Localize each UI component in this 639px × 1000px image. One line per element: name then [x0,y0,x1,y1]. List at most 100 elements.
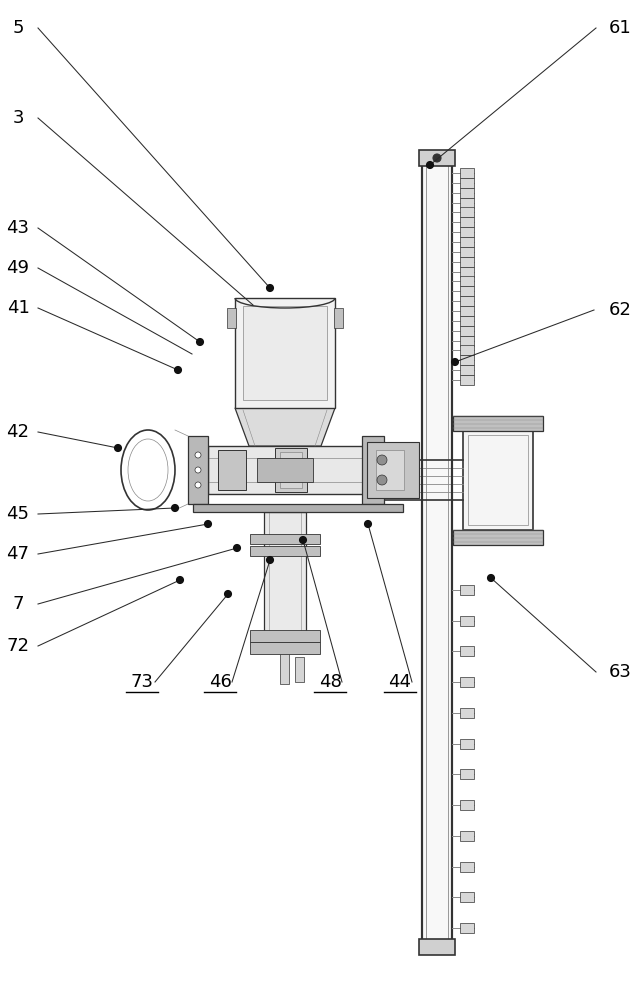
Text: 5: 5 [12,19,24,37]
Bar [460,247,474,257]
Bar [250,546,320,556]
Circle shape [300,536,307,544]
Bar [367,442,419,498]
Bar [419,150,455,166]
Circle shape [204,520,212,528]
Bar [460,355,474,365]
Circle shape [377,475,387,485]
Bar [208,446,363,494]
Circle shape [233,544,240,552]
Bar [218,450,246,490]
Text: 42: 42 [6,423,29,441]
Bar [275,448,307,492]
Text: 46: 46 [208,673,231,691]
Text: 61: 61 [608,19,631,37]
Bar [188,436,208,504]
Bar [460,217,474,227]
Bar [460,286,474,296]
Bar [460,677,474,687]
Circle shape [377,455,387,465]
Bar [460,227,474,237]
Bar [460,585,474,595]
Circle shape [176,576,183,584]
Text: 41: 41 [6,299,29,317]
Bar [460,198,474,208]
Bar [460,306,474,316]
Bar [376,450,404,490]
Bar [419,939,455,955]
Bar [460,276,474,286]
Bar [460,923,474,933]
Bar [453,530,543,545]
Bar [227,308,236,328]
Text: 72: 72 [6,637,29,655]
Circle shape [195,467,201,473]
Bar [460,267,474,277]
Circle shape [174,366,181,373]
Text: 62: 62 [608,301,631,319]
Circle shape [195,452,201,458]
Bar [460,345,474,355]
Circle shape [171,504,178,512]
Bar [295,657,304,682]
Bar [250,630,320,642]
Circle shape [488,574,495,582]
Bar [460,188,474,198]
Bar [463,430,533,530]
Text: 47: 47 [6,545,29,563]
Bar [280,452,302,488]
Circle shape [426,161,433,168]
Bar [460,708,474,718]
Bar [460,257,474,267]
Bar [460,375,474,385]
Bar [264,512,306,642]
Circle shape [197,338,203,346]
Bar [460,892,474,902]
Bar [460,769,474,779]
Bar [362,436,384,504]
Text: 43: 43 [6,219,29,237]
Bar [460,646,474,656]
Text: 45: 45 [6,505,29,523]
Bar [243,306,327,400]
Circle shape [195,482,201,488]
Text: 49: 49 [6,259,29,277]
Bar [460,862,474,872]
Bar [422,165,452,940]
Bar [453,416,543,431]
Bar [460,326,474,336]
Bar [460,207,474,217]
Bar [460,831,474,841]
Bar [460,237,474,247]
Bar [334,308,343,328]
Bar [250,534,320,544]
Bar [460,296,474,306]
Bar [193,504,403,512]
Bar [460,336,474,346]
Circle shape [452,359,459,365]
Text: 73: 73 [130,673,153,691]
Bar [460,800,474,810]
Bar [460,365,474,375]
Circle shape [266,556,273,564]
Bar [460,316,474,326]
Text: 48: 48 [319,673,341,691]
Bar [460,739,474,749]
Bar [250,642,320,654]
Bar [257,458,313,482]
Circle shape [114,444,121,452]
Circle shape [266,284,273,292]
Text: 7: 7 [12,595,24,613]
Bar [235,298,335,408]
Bar [460,168,474,178]
Bar [280,654,289,684]
Circle shape [364,520,371,528]
Bar [468,435,528,525]
Text: 63: 63 [608,663,631,681]
Polygon shape [235,408,335,446]
Circle shape [224,590,231,597]
Bar [460,178,474,188]
Circle shape [433,154,441,162]
Text: 44: 44 [389,673,412,691]
Bar [269,512,301,642]
